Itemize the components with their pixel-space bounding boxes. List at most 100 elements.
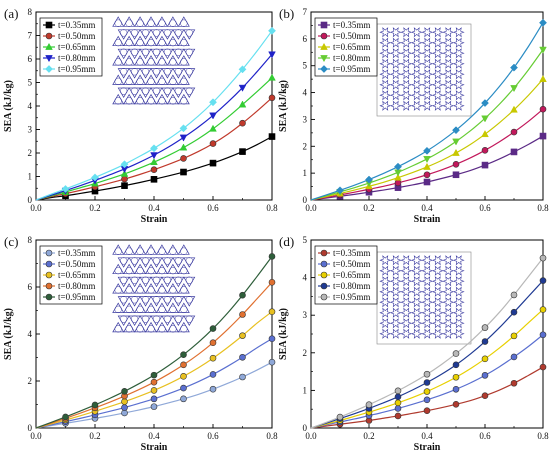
inset-cell-ring xyxy=(180,38,188,47)
inset-cell xyxy=(183,29,196,40)
data-point xyxy=(239,119,246,127)
inset-cell xyxy=(134,16,147,27)
inset-cell-ring xyxy=(114,38,122,47)
inset-cell xyxy=(442,37,455,48)
inset-cell xyxy=(389,307,402,318)
inset-cell-ring xyxy=(136,77,144,86)
inset-cell xyxy=(389,69,402,80)
inset-cell-ring xyxy=(158,325,166,333)
data-point xyxy=(239,311,246,318)
inset-cell-ring xyxy=(125,325,133,333)
inset-cell xyxy=(172,29,185,40)
data-point xyxy=(539,18,547,27)
legend-marker xyxy=(320,42,328,50)
x-axis-label: Strain xyxy=(141,214,168,225)
inset-cell xyxy=(410,69,423,80)
inset-cell xyxy=(161,87,174,98)
data-point xyxy=(238,65,247,74)
inset-cell xyxy=(117,315,130,326)
inset-cell xyxy=(117,296,130,307)
inset-cell-ring xyxy=(130,29,139,37)
y-axis-label: SEA (kJ/kg) xyxy=(278,80,289,132)
data-point xyxy=(394,412,402,420)
inset-cell xyxy=(183,276,196,288)
y-tick-label: 1 xyxy=(28,172,33,182)
data-point xyxy=(539,105,547,113)
inset-cell-ring xyxy=(163,48,172,56)
inset-cell xyxy=(150,315,163,327)
data-point xyxy=(510,353,518,361)
inset-cell xyxy=(161,276,174,288)
data-point xyxy=(121,409,128,417)
inset-cell-ring xyxy=(114,77,122,86)
inset-cell xyxy=(410,27,423,38)
inset-cell xyxy=(379,307,392,318)
data-point xyxy=(180,155,187,162)
inset-cell xyxy=(400,276,413,287)
inset-cell-ring xyxy=(130,296,139,304)
inset-cell xyxy=(177,35,190,47)
inset-cell xyxy=(134,263,147,275)
legend-marker xyxy=(320,293,328,301)
x-axis-label: Strain xyxy=(141,442,168,452)
inset-cell xyxy=(410,79,423,90)
x-tick-label: 0.8 xyxy=(537,203,549,213)
data-point xyxy=(539,75,547,82)
inset-cell-ring xyxy=(158,305,166,314)
data-point xyxy=(510,379,518,387)
inset-cell-ring xyxy=(147,38,155,47)
inset-cell xyxy=(123,321,136,333)
inset-cell-ring xyxy=(174,48,183,56)
inset-cell-ring xyxy=(130,276,139,284)
series-5 xyxy=(310,254,547,429)
inset-cell-ring xyxy=(130,68,139,76)
inset-cell xyxy=(145,244,157,255)
inset-cell xyxy=(145,35,157,47)
series-5 xyxy=(310,18,547,201)
data-point xyxy=(539,46,547,54)
data-point xyxy=(481,99,489,107)
y-tick-label: 0 xyxy=(303,423,308,433)
inset-cell-ring xyxy=(152,276,161,284)
inset-cell-ring xyxy=(152,48,161,56)
data-point xyxy=(209,354,217,362)
y-axis-label: SEA (kJ/kg) xyxy=(3,80,14,132)
inset-cell xyxy=(379,100,392,111)
inset-cell-ring xyxy=(169,58,177,66)
data-point xyxy=(180,168,187,176)
inset-cell-ring xyxy=(147,286,155,294)
inset-cell-ring xyxy=(158,38,166,47)
data-point xyxy=(510,291,518,299)
data-point xyxy=(365,175,373,184)
y-tick-label: 8 xyxy=(28,7,33,17)
data-point xyxy=(510,85,518,93)
data-point xyxy=(121,404,128,411)
inset-cell-ring xyxy=(136,325,144,333)
inset-cell xyxy=(400,255,413,266)
inset-cell xyxy=(112,321,125,333)
legend-entry: t=0.95mm xyxy=(333,64,370,74)
inset-cell-ring xyxy=(147,247,155,255)
inset-cell xyxy=(155,16,168,27)
inset-cell-ring xyxy=(141,276,150,284)
inset-cell xyxy=(145,55,157,66)
inset-cell xyxy=(172,296,185,307)
inset-cell xyxy=(139,68,152,79)
inset-cell-ring xyxy=(141,29,150,37)
inset-cell xyxy=(442,69,455,80)
inset-cell xyxy=(117,68,130,79)
data-point xyxy=(61,185,70,193)
x-tick-label: 0.8 xyxy=(266,203,278,213)
inset-cell xyxy=(379,69,392,80)
legend-marker xyxy=(320,260,328,268)
inset-cell-ring xyxy=(174,68,183,76)
inset-cell xyxy=(431,48,444,59)
inset-cell-ring xyxy=(169,19,177,27)
data-point xyxy=(452,350,460,357)
inset-cell xyxy=(139,48,152,60)
data-point xyxy=(481,372,489,379)
x-tick-label: 0.4 xyxy=(148,431,160,441)
inset-cell xyxy=(139,29,152,40)
